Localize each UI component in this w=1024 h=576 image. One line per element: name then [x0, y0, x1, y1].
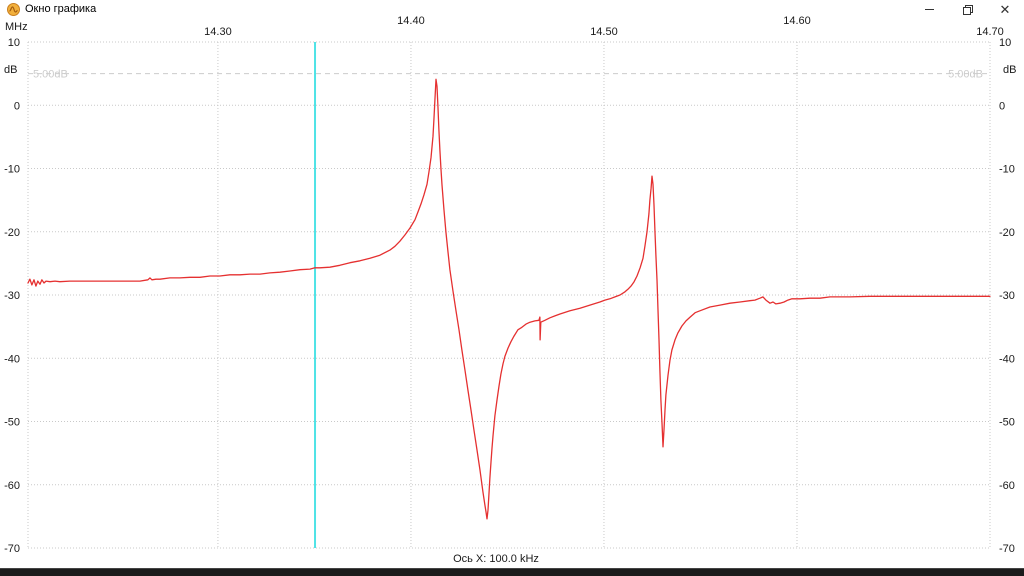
y-tick-label-left: -20 — [4, 227, 20, 239]
waveform-app-icon — [7, 3, 20, 16]
y-tick-label-right: -50 — [999, 417, 1015, 429]
x-tick-label: 14.60 — [783, 15, 811, 27]
reference-label-right: 5.00dB — [948, 69, 983, 81]
y-tick-label-right: -10 — [999, 164, 1015, 176]
x-tick-label: 14.70 — [976, 26, 1004, 38]
y-tick-label-left: 10 — [8, 37, 20, 49]
reference-label-left: 5.00dB — [33, 69, 68, 81]
y-tick-label-left: -50 — [4, 417, 20, 429]
sweep-trace — [27, 78, 991, 520]
window-title: Окно графика — [25, 3, 97, 15]
x-tick-label: 14.30 — [204, 26, 232, 38]
window-bottom-edge — [0, 568, 1024, 576]
y-tick-label-left: -40 — [4, 353, 20, 365]
y-tick-label-left: -30 — [4, 290, 20, 302]
y-tick-label-left: -70 — [4, 543, 20, 555]
y-tick-label-right: 0 — [999, 100, 1005, 112]
y-tick-label-right: -60 — [999, 480, 1015, 492]
close-button[interactable]: ✕ — [986, 0, 1024, 19]
y-tick-label-right: -40 — [999, 353, 1015, 365]
restore-button[interactable] — [948, 0, 986, 19]
window-controls: ✕ — [910, 0, 1024, 19]
y-tick-label-right: -30 — [999, 290, 1015, 302]
y-axis-unit-label-left: dB — [4, 64, 18, 76]
window-titlebar[interactable]: Окно графика ✕ — [0, 0, 1024, 19]
y-axis-unit-label-right: dB — [1003, 64, 1017, 76]
y-tick-label-right: -20 — [999, 227, 1015, 239]
x-tick-label: 14.50 — [590, 26, 618, 38]
x-axis-scale-info: Ось X: 100.0 kHz — [453, 553, 539, 565]
restore-icon — [962, 5, 973, 15]
y-tick-label-left: -10 — [4, 164, 20, 176]
status-bar: Ось X: 100.0 kHz — [0, 553, 992, 569]
close-icon: ✕ — [999, 2, 1011, 17]
minimize-icon — [924, 9, 934, 10]
minimize-button[interactable] — [910, 0, 948, 19]
y-tick-label-right: 10 — [999, 37, 1011, 49]
y-tick-label-right: -70 — [999, 543, 1015, 555]
x-tick-label: 14.40 — [397, 15, 425, 27]
y-tick-label-left: -60 — [4, 480, 20, 492]
y-tick-label-left: 0 — [14, 100, 20, 112]
x-axis-unit-label: MHz — [5, 21, 28, 33]
